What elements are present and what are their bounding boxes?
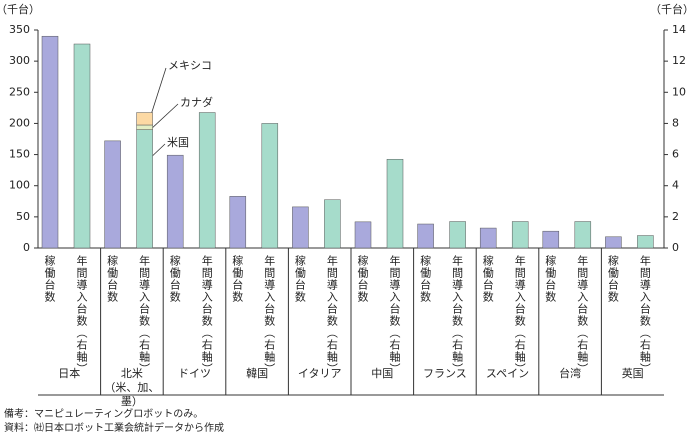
bar bbox=[637, 235, 654, 249]
bar-label: 稼働台数 bbox=[606, 255, 620, 303]
y2-tick-label: 14 bbox=[672, 23, 686, 36]
bar-label: 年間導入台数（右軸） bbox=[325, 255, 339, 375]
bar-label: 稼働台数 bbox=[230, 255, 244, 303]
bar-label: 稼働台数 bbox=[43, 255, 56, 303]
bar-label: 年間導入台数（右軸） bbox=[513, 255, 527, 375]
bar bbox=[479, 227, 497, 249]
bar bbox=[354, 221, 372, 249]
bar-label: 稼働台数 bbox=[105, 255, 119, 303]
bar bbox=[386, 158, 404, 249]
bar bbox=[198, 112, 216, 249]
bar bbox=[136, 124, 153, 130]
note: 備考：マニピュレーティングロボットのみ。 bbox=[4, 409, 204, 420]
x-tick-label: イタリア bbox=[297, 367, 342, 380]
x-tick-label: フランス bbox=[423, 367, 467, 380]
bar bbox=[136, 129, 153, 249]
bar-label: 年間導入台数（右軸） bbox=[450, 255, 464, 375]
bar bbox=[542, 230, 560, 249]
y-unit: （千台） bbox=[0, 2, 40, 16]
annotation: メキシコ bbox=[168, 59, 212, 72]
y-tick-label: 0 bbox=[23, 241, 30, 254]
bar bbox=[449, 221, 466, 249]
leader-line bbox=[149, 67, 167, 119]
bar-label: 年間導入台数（右軸） bbox=[262, 255, 276, 375]
annotation: 米国 bbox=[167, 136, 189, 149]
x-tick-label: 韓国 bbox=[246, 367, 269, 380]
y2-tick-label: 0 bbox=[672, 241, 679, 254]
bar bbox=[136, 112, 153, 126]
bar-label: 年間導入台数（右軸） bbox=[388, 255, 401, 375]
y-tick-label: 150 bbox=[9, 148, 30, 161]
bar bbox=[104, 140, 121, 249]
y2-tick-label: 8 bbox=[672, 116, 679, 129]
bar bbox=[73, 43, 91, 249]
y2-tick-label: 10 bbox=[672, 85, 686, 98]
bar bbox=[292, 206, 309, 249]
bar bbox=[605, 236, 622, 249]
x-tick-label: スペイン bbox=[485, 367, 530, 380]
bar-label: 稼働台数 bbox=[293, 255, 307, 303]
y-tick-label: 300 bbox=[9, 54, 30, 67]
y-tick-label: 200 bbox=[9, 116, 30, 129]
bar-label: 稼働台数 bbox=[481, 255, 495, 303]
leader-line bbox=[149, 103, 179, 131]
y-tick-label: 100 bbox=[9, 179, 30, 192]
bar-label: 年間導入台数（右軸） bbox=[200, 255, 214, 375]
bar-label: 稼働台数 bbox=[356, 255, 369, 303]
bar-label: 稼働台数 bbox=[168, 255, 182, 303]
bar bbox=[417, 223, 434, 249]
annotation: カナダ bbox=[180, 95, 213, 109]
bar bbox=[41, 35, 59, 249]
y2-tick-label: 2 bbox=[672, 210, 679, 223]
bar-label: 年間導入台数（右軸） bbox=[75, 255, 88, 375]
bar-label: 年間導入台数（右軸） bbox=[575, 255, 589, 375]
bar bbox=[261, 123, 279, 249]
x-tick-label: 日本 bbox=[58, 367, 81, 380]
y2-unit: （千台） bbox=[650, 2, 694, 16]
bar bbox=[574, 221, 592, 249]
y-tick-label: 50 bbox=[16, 210, 30, 223]
bar bbox=[166, 154, 184, 249]
x-tick-label: 中国 bbox=[371, 367, 394, 380]
x-tick-label: 英国 bbox=[621, 367, 644, 380]
bar bbox=[229, 196, 247, 249]
bar bbox=[324, 199, 341, 249]
bar-label: 年間導入台数（右軸） bbox=[638, 255, 652, 375]
y2-tick-label: 4 bbox=[672, 179, 679, 192]
bar-label: 年間導入台数（右軸） bbox=[137, 255, 151, 375]
x-tick-label: 台湾 bbox=[559, 367, 582, 380]
bar-label: 稼働台数 bbox=[543, 255, 557, 303]
x-tick-label: ドイツ bbox=[177, 367, 211, 380]
bar bbox=[511, 221, 529, 249]
y-tick-label: 250 bbox=[9, 85, 30, 98]
x-tick-label: 北米 （米、加、墨） bbox=[104, 367, 160, 408]
y2-tick-label: 12 bbox=[672, 54, 686, 67]
y-tick-label: 350 bbox=[9, 23, 30, 36]
note: 資料：㈳日本ロボット工業会統計データから作成 bbox=[4, 423, 224, 434]
y2-tick-label: 6 bbox=[672, 148, 679, 161]
bar-label: 稼働台数 bbox=[418, 255, 432, 303]
